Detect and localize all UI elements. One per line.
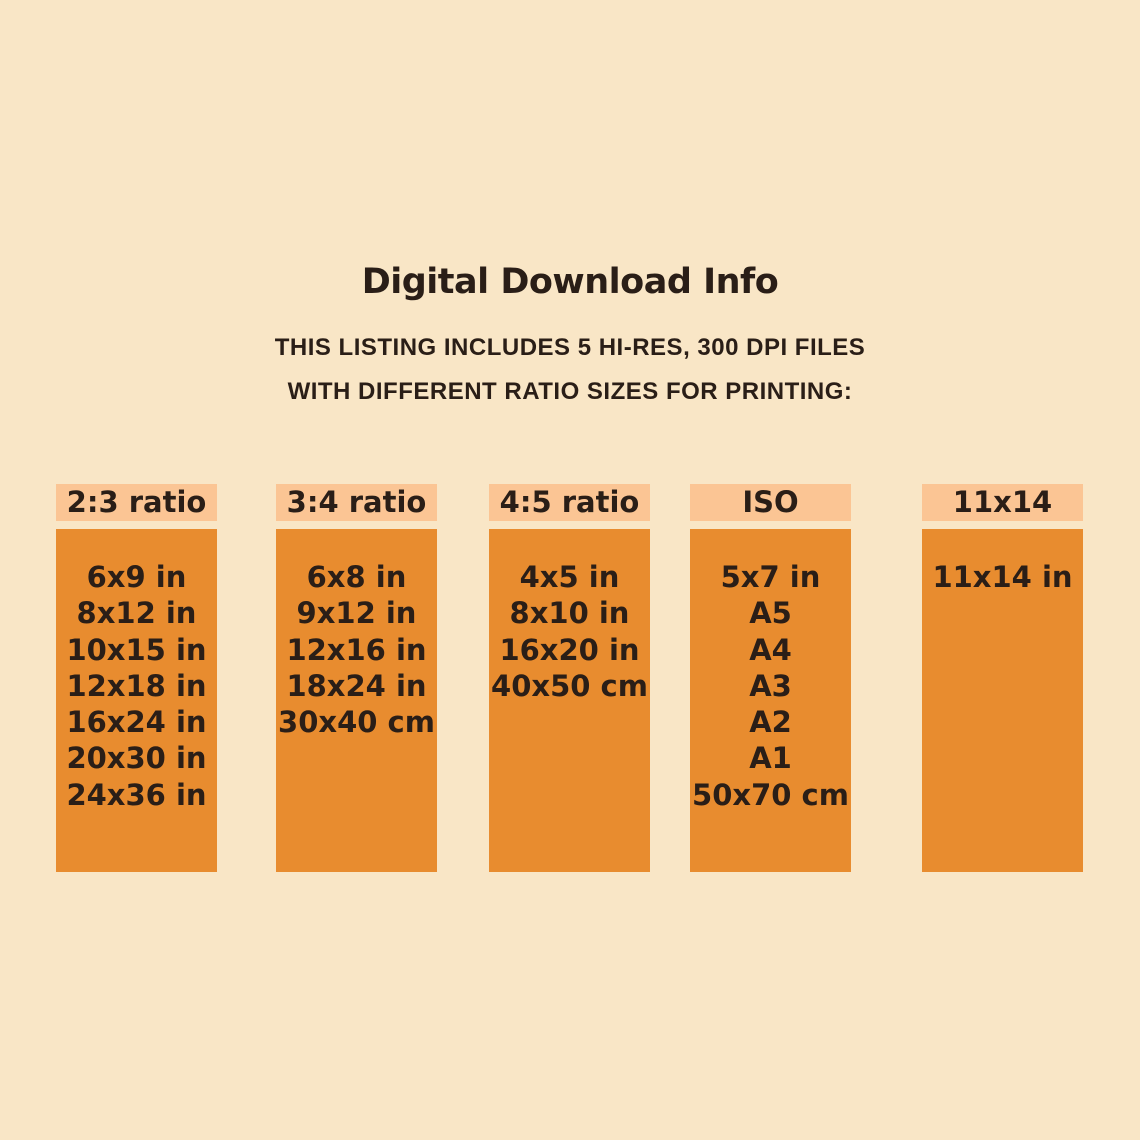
size-item: A3	[749, 668, 792, 703]
column-body: 6x9 in 8x12 in 10x15 in 12x18 in 16x24 i…	[56, 529, 217, 872]
size-item: 8x10 in	[509, 596, 630, 631]
column-body: 5x7 in A5 A4 A3 A2 A1 50x70 cm	[690, 529, 851, 872]
size-item: 10x15 in	[66, 632, 207, 667]
size-list: 4x5 in 8x10 in 16x20 in 40x50 cm	[489, 529, 650, 704]
size-item: 50x70 cm	[692, 777, 849, 812]
column-label: 3:4 ratio	[276, 484, 437, 521]
size-item: 16x24 in	[66, 705, 207, 740]
size-list: 6x9 in 8x12 in 10x15 in 12x18 in 16x24 i…	[56, 529, 217, 813]
size-list: 6x8 in 9x12 in 12x16 in 18x24 in 30x40 c…	[276, 529, 437, 740]
size-item: 12x18 in	[66, 668, 207, 703]
column-body: 11x14 in	[922, 529, 1083, 872]
size-item: A4	[749, 632, 792, 667]
column-body: 6x8 in 9x12 in 12x16 in 18x24 in 30x40 c…	[276, 529, 437, 872]
size-item: 12x16 in	[286, 632, 427, 667]
size-item: A5	[749, 596, 792, 631]
column-body: 4x5 in 8x10 in 16x20 in 40x50 cm	[489, 529, 650, 872]
size-item: 11x14 in	[932, 560, 1073, 594]
size-item: 18x24 in	[286, 668, 427, 703]
subtitle-line-2: WITH DIFFERENT RATIO SIZES FOR PRINTING:	[287, 378, 853, 405]
column-label: 11x14	[922, 484, 1083, 521]
size-item: 24x36 in	[66, 777, 207, 812]
size-item: 9x12 in	[296, 596, 417, 631]
size-item: 16x20 in	[499, 632, 640, 667]
size-item: A1	[749, 741, 792, 776]
size-item: 6x8 in	[306, 560, 407, 594]
size-item: 8x12 in	[76, 596, 197, 631]
size-list: 11x14 in	[922, 529, 1083, 595]
size-item: 30x40 cm	[278, 705, 435, 740]
column-label: 4:5 ratio	[489, 484, 650, 521]
size-item: A2	[749, 705, 792, 740]
size-item: 6x9 in	[86, 560, 187, 594]
size-item: 5x7 in	[720, 560, 821, 594]
size-list: 5x7 in A5 A4 A3 A2 A1 50x70 cm	[690, 529, 851, 813]
size-item: 4x5 in	[519, 560, 620, 594]
column-label: 2:3 ratio	[56, 484, 217, 521]
size-item: 40x50 cm	[491, 668, 648, 703]
column-label: ISO	[690, 484, 851, 521]
subtitle-line-1: THIS LISTING INCLUDES 5 HI-RES, 300 DPI …	[274, 334, 866, 361]
size-item: 20x30 in	[66, 741, 207, 776]
page-title: Digital Download Info	[361, 262, 779, 302]
